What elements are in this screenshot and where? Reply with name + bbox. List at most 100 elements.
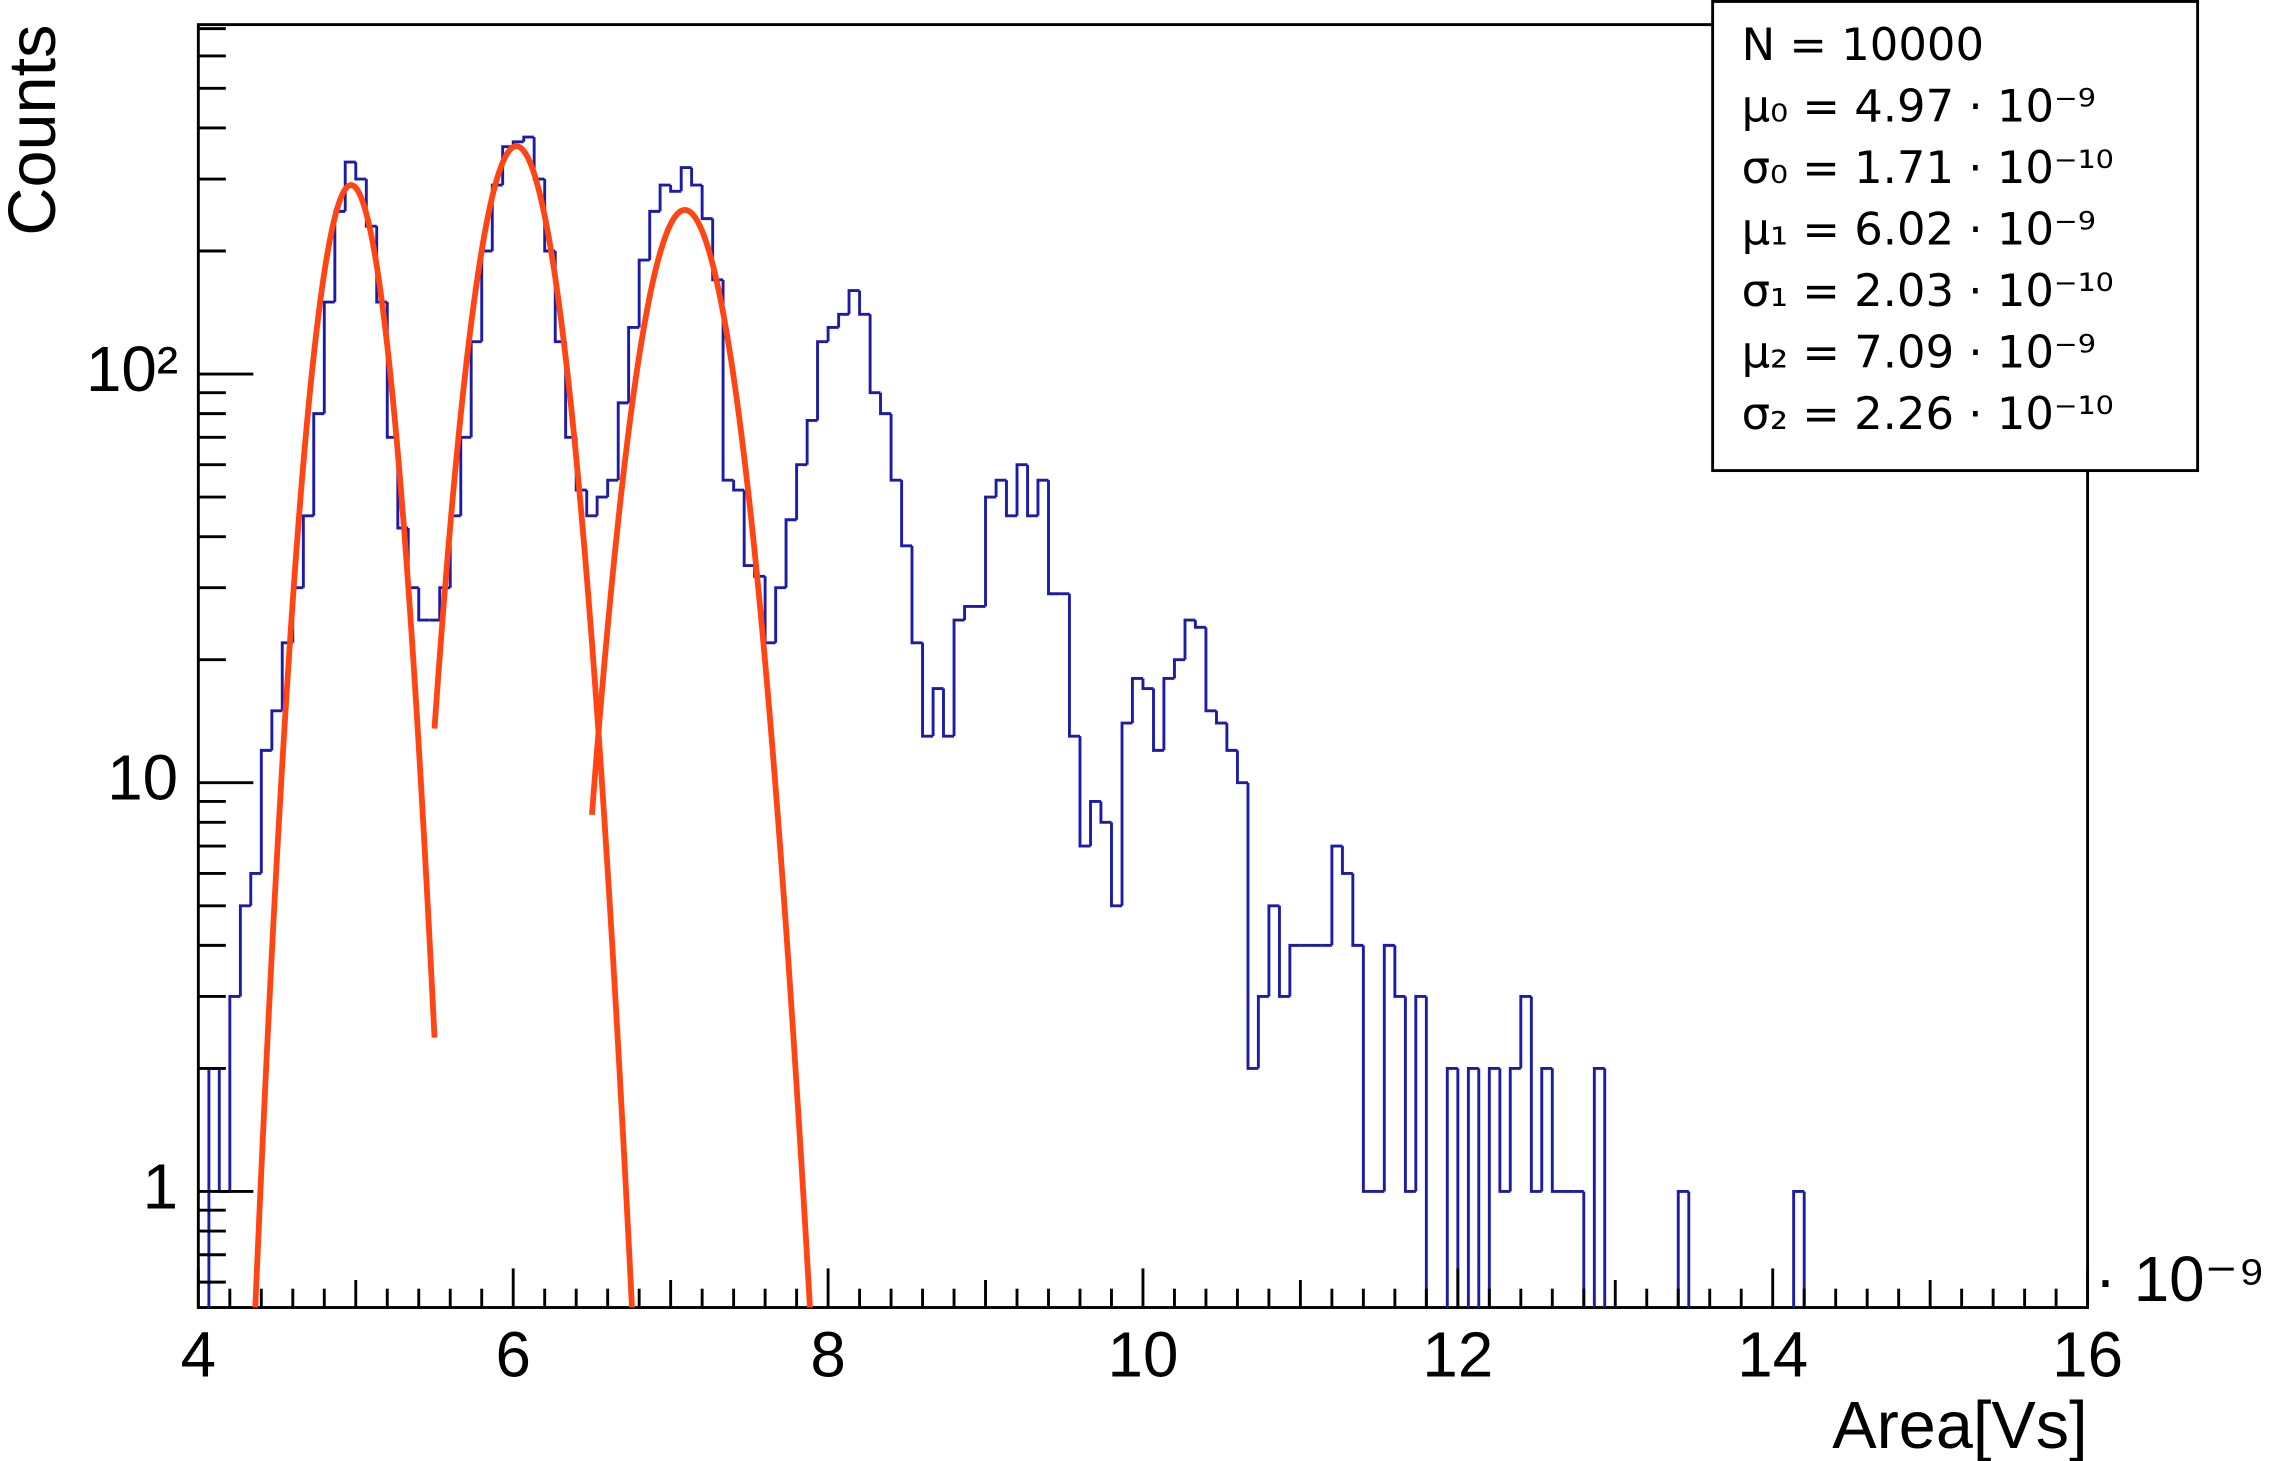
bin — [963, 604, 975, 621]
bin — [847, 289, 860, 315]
bin — [1676, 1189, 1689, 1308]
stats-line: σ₂ = 2.26 · 10⁻¹⁰ — [1742, 387, 2114, 440]
bin — [1256, 994, 1269, 1069]
bin — [238, 904, 251, 997]
bin — [1099, 801, 1112, 824]
bin — [1026, 464, 1038, 518]
bin — [805, 418, 818, 465]
bin — [1183, 618, 1196, 660]
bin — [879, 392, 892, 416]
bin — [259, 748, 272, 874]
bin — [658, 183, 671, 212]
bin — [1036, 478, 1049, 516]
bin — [921, 642, 934, 738]
axes: 4 6 8 10 12 14 16 1 10 10² — [86, 27, 2123, 1390]
x-tick-label: 8 — [810, 1319, 845, 1390]
bin — [1498, 1068, 1511, 1193]
bin — [616, 401, 629, 481]
bin — [1110, 822, 1123, 908]
bin — [322, 300, 335, 414]
bin — [784, 518, 797, 588]
bin — [217, 1068, 230, 1193]
y-tick-label: 1 — [143, 1151, 178, 1222]
bin — [1477, 1068, 1481, 1308]
bin — [816, 340, 829, 421]
bin — [742, 490, 755, 567]
bin — [1456, 1068, 1460, 1308]
x-axis-label: Area[Vs] — [1832, 1389, 2087, 1461]
x-tick-label: 16 — [2052, 1319, 2123, 1390]
bin — [1067, 593, 1080, 738]
bin — [721, 279, 734, 482]
bin — [1204, 627, 1217, 713]
bin — [1582, 1191, 1586, 1308]
y-tick-label: 10 — [107, 743, 178, 814]
fits — [252, 143, 813, 1308]
bin — [1592, 1066, 1605, 1308]
bin — [1015, 463, 1028, 516]
bin — [585, 490, 598, 518]
bin — [333, 209, 346, 303]
bin — [942, 688, 955, 738]
fit-curve — [589, 207, 813, 1308]
stats-box: N = 10000 μ₀ = 4.97 · 10⁻⁹ σ₀ = 1.71 · 10⁻… — [1711, 0, 2200, 473]
bin — [1330, 844, 1343, 946]
bin — [1246, 782, 1259, 1070]
bin — [900, 480, 913, 548]
bin — [1047, 480, 1060, 596]
bin — [1267, 904, 1280, 997]
bin — [679, 166, 692, 192]
bin — [1550, 1068, 1563, 1193]
stats-line: N = 10000 — [1742, 18, 1984, 71]
bin — [1445, 1066, 1458, 1308]
bin — [1351, 873, 1364, 947]
bin — [417, 587, 430, 622]
bin — [595, 495, 608, 516]
bin — [648, 209, 661, 261]
bin — [522, 135, 535, 142]
bin — [480, 249, 493, 342]
fit-curve — [252, 182, 438, 1308]
bin — [459, 435, 472, 516]
bin — [1173, 658, 1185, 679]
bin — [1792, 1189, 1805, 1308]
bin — [994, 478, 1007, 498]
stats-line: μ₁ = 6.02 · 10⁻⁹ — [1742, 202, 2096, 255]
stats-frame — [1711, 0, 2200, 473]
bin — [1529, 996, 1542, 1193]
bin — [249, 871, 262, 906]
bin — [354, 162, 367, 181]
bin — [690, 167, 703, 187]
x-tick-label: 10 — [1108, 1319, 1179, 1390]
bin — [1393, 945, 1406, 998]
bin — [228, 994, 241, 1192]
bin — [858, 290, 871, 316]
x-tick-label: 4 — [181, 1319, 216, 1390]
bin — [1288, 943, 1301, 997]
bin — [1215, 710, 1227, 725]
bin — [1162, 676, 1175, 751]
bin — [826, 326, 839, 342]
bin — [364, 179, 377, 228]
bin — [301, 514, 314, 588]
bin — [795, 463, 808, 520]
bin — [1487, 1066, 1500, 1308]
bin — [1130, 676, 1143, 724]
bin — [1225, 723, 1238, 752]
stats-line: σ₁ = 2.03 · 10⁻¹⁰ — [1742, 264, 2114, 317]
x-tick-label: 6 — [496, 1319, 531, 1390]
bin — [1519, 994, 1532, 1069]
y-axis-label: Counts — [0, 25, 70, 236]
bin — [774, 586, 787, 643]
bin — [868, 314, 881, 395]
bin — [1403, 996, 1416, 1193]
stats-line: μ₂ = 7.09 · 10⁻⁹ — [1742, 325, 2096, 378]
x-tick-label: 14 — [1737, 1319, 1808, 1390]
bin — [984, 495, 997, 607]
bin — [1603, 1068, 1607, 1308]
bin — [1361, 945, 1374, 1193]
bin — [1424, 996, 1428, 1308]
bin — [1340, 846, 1353, 875]
